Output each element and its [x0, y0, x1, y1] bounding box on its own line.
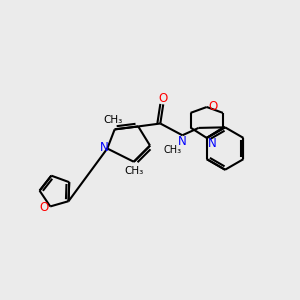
Text: CH₃: CH₃ [124, 166, 143, 176]
Text: O: O [158, 92, 167, 105]
Text: N: N [208, 137, 217, 150]
Text: N: N [178, 135, 187, 148]
Text: O: O [208, 100, 218, 113]
Text: N: N [99, 141, 108, 154]
Text: CH₃: CH₃ [163, 145, 181, 155]
Text: CH₃: CH₃ [103, 115, 123, 125]
Text: O: O [39, 201, 48, 214]
